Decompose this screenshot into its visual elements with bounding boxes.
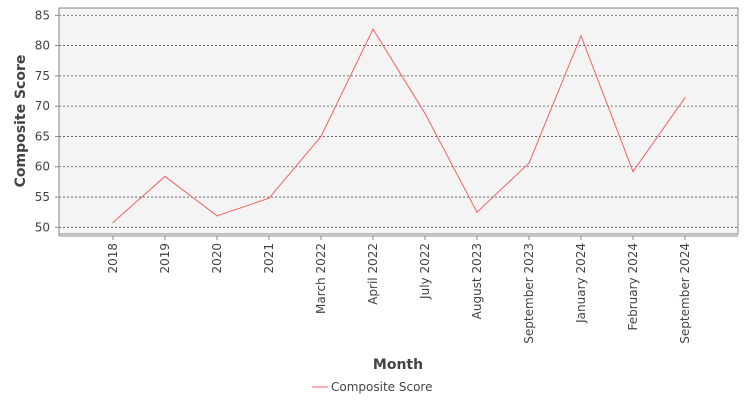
series-lines [112,28,686,224]
x-tick-label: February 2024 [626,243,640,331]
data-point [684,97,686,99]
data-point [632,170,634,173]
x-tick-label: April 2022 [366,243,380,305]
y-tick-label: 65 [35,129,50,143]
x-tick-label: March 2022 [314,243,328,314]
x-tick-label: 2020 [210,243,224,274]
y-tick-label: 60 [35,160,50,174]
x-tick-label: September 2023 [522,243,536,344]
data-point [580,35,582,37]
data-point [216,215,218,217]
y-axis-title: Composite Score [13,55,29,188]
data-point [164,175,166,178]
legend-label: Composite Score [331,380,432,394]
data-point [424,112,426,115]
y-tick-label: 70 [35,99,50,113]
x-axis-title: Month [373,357,423,373]
y-tick-label: 50 [35,220,50,234]
grid-lines [59,14,738,228]
y-axis-ticks: 50 55 60 65 70 75 80 85 [35,8,59,234]
x-tick-label: January 2024 [574,243,588,324]
y-tick-label: 85 [35,8,50,22]
series-line [112,28,686,223]
plot-background [58,7,739,235]
data-point [476,211,478,213]
x-tick-label: August 2023 [470,243,484,319]
x-tick-label: 2019 [158,243,172,274]
x-tick-label: 2018 [106,243,120,274]
legend: Composite Score [312,380,432,394]
y-tick-label: 55 [35,190,50,204]
data-point [268,197,270,199]
data-point [112,221,114,224]
x-tick-label: July 2022 [418,243,432,300]
y-tick-label: 80 [35,39,50,53]
data-point [320,135,322,138]
x-tick-label: 2021 [262,243,276,274]
x-tick-label: September 2024 [678,243,692,344]
data-point [372,28,374,30]
y-tick-label: 75 [35,69,50,83]
data-point [528,162,530,164]
x-axis-ticks: 2018 2019 2020 2021 March 2022 April 2022 July… [106,236,692,344]
